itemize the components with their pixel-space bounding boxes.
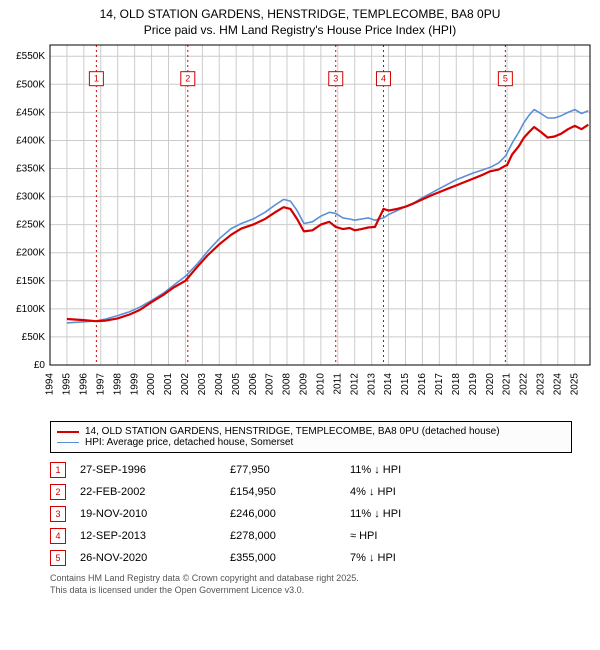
sale-date: 27-SEP-1996 — [80, 464, 230, 476]
sales-table: 1 27-SEP-1996 £77,950 11% ↓ HPI 2 22-FEB… — [50, 459, 572, 569]
svg-text:2015: 2015 — [400, 373, 411, 396]
svg-text:£100K: £100K — [16, 304, 45, 315]
svg-text:2016: 2016 — [417, 373, 428, 396]
sale-marker-icon: 1 — [50, 462, 66, 478]
svg-text:2018: 2018 — [451, 373, 462, 396]
sale-marker-icon: 3 — [50, 506, 66, 522]
price-chart-svg: £0 £50K £100K £150K £200K £250K £300K £350K £400… — [0, 40, 600, 415]
svg-text:2014: 2014 — [383, 373, 394, 396]
sales-row: 1 27-SEP-1996 £77,950 11% ↓ HPI — [50, 459, 572, 481]
svg-text:£150K: £150K — [16, 276, 45, 287]
svg-text:5: 5 — [503, 74, 508, 84]
sale-delta: 4% ↓ HPI — [350, 486, 490, 498]
svg-text:2004: 2004 — [214, 373, 225, 396]
sale-price: £355,000 — [230, 552, 350, 564]
svg-text:3: 3 — [333, 74, 338, 84]
legend-label-property: 14, OLD STATION GARDENS, HENSTRIDGE, TEM… — [85, 426, 500, 437]
sale-marker-icon: 2 — [50, 484, 66, 500]
svg-text:2021: 2021 — [502, 373, 513, 396]
svg-text:£0: £0 — [34, 360, 46, 371]
svg-text:2: 2 — [185, 74, 190, 84]
svg-text:£550K: £550K — [16, 52, 45, 63]
svg-text:2010: 2010 — [315, 373, 326, 396]
svg-text:2000: 2000 — [146, 373, 157, 396]
svg-text:2007: 2007 — [265, 373, 276, 396]
svg-text:2017: 2017 — [434, 373, 445, 396]
svg-text:£500K: £500K — [16, 80, 45, 91]
title-line-2: Price paid vs. HM Land Registry's House … — [10, 22, 590, 38]
svg-text:£200K: £200K — [16, 248, 45, 259]
svg-text:2023: 2023 — [536, 373, 547, 396]
svg-text:2002: 2002 — [180, 373, 191, 396]
svg-text:2011: 2011 — [332, 373, 343, 395]
svg-text:2013: 2013 — [366, 373, 377, 396]
svg-text:1997: 1997 — [95, 373, 106, 396]
legend: 14, OLD STATION GARDENS, HENSTRIDGE, TEM… — [50, 421, 572, 453]
sale-delta: 7% ↓ HPI — [350, 552, 490, 564]
legend-swatch-property — [57, 431, 79, 433]
legend-label-hpi: HPI: Average price, detached house, Some… — [85, 437, 293, 448]
svg-text:2022: 2022 — [519, 373, 530, 396]
footer-line-2: This data is licensed under the Open Gov… — [50, 585, 572, 597]
sales-row: 2 22-FEB-2002 £154,950 4% ↓ HPI — [50, 481, 572, 503]
svg-text:£250K: £250K — [16, 220, 45, 231]
title-line-1: 14, OLD STATION GARDENS, HENSTRIDGE, TEM… — [10, 6, 590, 22]
legend-row-hpi: HPI: Average price, detached house, Some… — [57, 437, 565, 448]
sale-price: £278,000 — [230, 530, 350, 542]
sale-marker-icon: 4 — [50, 528, 66, 544]
sale-date: 22-FEB-2002 — [80, 486, 230, 498]
sales-row: 5 26-NOV-2020 £355,000 7% ↓ HPI — [50, 547, 572, 569]
svg-text:2020: 2020 — [485, 373, 496, 396]
svg-text:£450K: £450K — [16, 108, 45, 119]
svg-text:1999: 1999 — [129, 373, 140, 396]
svg-text:4: 4 — [381, 74, 386, 84]
svg-text:£350K: £350K — [16, 164, 45, 175]
chart-area: £0 £50K £100K £150K £200K £250K £300K £350K £400… — [0, 40, 600, 415]
sale-date: 19-NOV-2010 — [80, 508, 230, 520]
sale-marker-icon: 5 — [50, 550, 66, 566]
svg-text:2025: 2025 — [569, 373, 580, 396]
sale-delta: ≈ HPI — [350, 530, 490, 542]
sale-price: £77,950 — [230, 464, 350, 476]
sale-price: £246,000 — [230, 508, 350, 520]
sale-date: 12-SEP-2013 — [80, 530, 230, 542]
svg-text:2006: 2006 — [248, 373, 259, 396]
sale-date: 26-NOV-2020 — [80, 552, 230, 564]
svg-text:1995: 1995 — [62, 373, 73, 396]
sales-row: 4 12-SEP-2013 £278,000 ≈ HPI — [50, 525, 572, 547]
svg-text:1998: 1998 — [112, 373, 123, 396]
svg-text:2012: 2012 — [349, 373, 360, 396]
svg-text:2003: 2003 — [197, 373, 208, 396]
footer-attribution: Contains HM Land Registry data © Crown c… — [50, 573, 572, 596]
sales-row: 3 19-NOV-2010 £246,000 11% ↓ HPI — [50, 503, 572, 525]
sale-price: £154,950 — [230, 486, 350, 498]
svg-text:2019: 2019 — [468, 373, 479, 396]
svg-text:2009: 2009 — [299, 373, 310, 396]
svg-text:2024: 2024 — [552, 373, 563, 396]
sale-delta: 11% ↓ HPI — [350, 464, 490, 476]
chart-titles: 14, OLD STATION GARDENS, HENSTRIDGE, TEM… — [0, 0, 600, 40]
svg-text:£400K: £400K — [16, 136, 45, 147]
svg-text:1996: 1996 — [78, 373, 89, 396]
svg-text:£300K: £300K — [16, 192, 45, 203]
svg-text:2008: 2008 — [282, 373, 293, 396]
svg-text:2001: 2001 — [163, 373, 174, 396]
svg-text:2005: 2005 — [231, 373, 242, 396]
legend-row-property: 14, OLD STATION GARDENS, HENSTRIDGE, TEM… — [57, 426, 565, 437]
sale-delta: 11% ↓ HPI — [350, 508, 490, 520]
svg-text:1: 1 — [94, 74, 99, 84]
footer-line-1: Contains HM Land Registry data © Crown c… — [50, 573, 572, 585]
svg-text:£50K: £50K — [22, 332, 46, 343]
legend-swatch-hpi — [57, 442, 79, 443]
svg-text:1994: 1994 — [45, 373, 56, 396]
